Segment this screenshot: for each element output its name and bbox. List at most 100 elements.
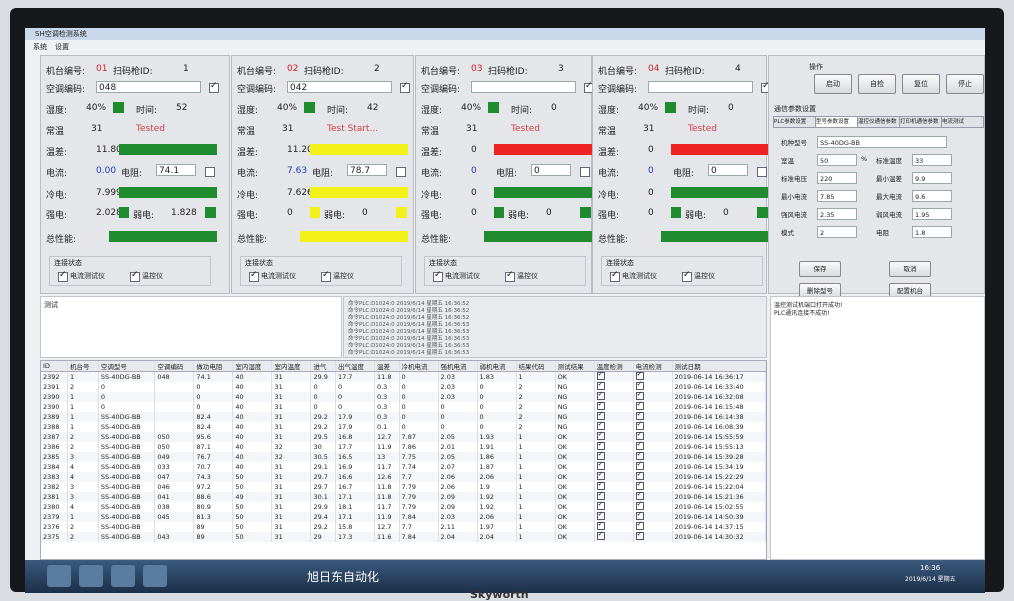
column-header[interactable]: 空调型号 <box>98 361 156 372</box>
field-input[interactable]: 9.6 <box>912 190 952 202</box>
table-row[interactable]: 2376 2 SS-40DG-BB 89 50 31 29.2 15.8 12.7 7.7 2.11… <box>41 520 766 532</box>
column-header[interactable]: 电流检测 <box>633 361 673 372</box>
column-header[interactable]: ID <box>41 361 68 372</box>
menu-item[interactable]: 系统 <box>33 43 47 51</box>
table-row[interactable]: 2384 4 SS-40DG-BB 033 70.7 40 31 29.1 16.9 11.7 7.… <box>41 460 766 472</box>
column-header[interactable]: 强机电流 <box>438 361 478 372</box>
checkbox[interactable] <box>580 167 590 177</box>
field-input[interactable]: 1.8 <box>912 226 952 238</box>
column-header[interactable]: 结果代码 <box>516 361 556 372</box>
checkbox[interactable] <box>433 270 443 282</box>
taskbar-icon[interactable] <box>111 565 135 587</box>
column-header[interactable]: 弱机电流 <box>477 361 517 372</box>
button[interactable]: 复位 <box>902 74 940 94</box>
table-row[interactable]: 2380 4 SS-40DG-BB 038 80.9 50 31 29.9 18.1 11.7 7.… <box>41 500 766 512</box>
table-cell: 0 <box>399 392 439 402</box>
button[interactable]: 取消 <box>889 261 931 277</box>
table-cell: 7.7 <box>399 472 439 482</box>
table-cell: 70.7 <box>193 462 234 472</box>
field-input[interactable]: 33 <box>912 154 952 166</box>
table-cell: 033 <box>154 462 195 472</box>
table-row[interactable]: 2375 2 SS-40DG-BB 043 89 50 31 29 17.3 11.6 7.84 2.… <box>41 530 766 542</box>
table-row[interactable]: 2388 1 SS-40DG-BB 82.4 40 31 29.2 17.9 0.1 0 0 0 2 NG… <box>41 420 766 432</box>
column-header[interactable]: 冷机电流 <box>399 361 439 372</box>
checkbox <box>635 490 644 500</box>
table-cell: 2.11 <box>438 522 478 532</box>
checkbox[interactable] <box>610 270 620 282</box>
table-cell: 30 <box>310 442 336 452</box>
field-input[interactable]: 50 <box>817 154 857 166</box>
table-row[interactable]: 2379 1 SS-40DG-BB 045 81.3 50 31 29.4 17.1 11.9 7.… <box>41 510 766 522</box>
column-header[interactable]: 做功电阻 <box>193 361 234 372</box>
table-cell: 046 <box>154 482 195 492</box>
table-row[interactable]: 2389 1 SS-40DG-BB 82.4 40 31 29.2 17.9 0.3 0 0 0 2 NG… <box>41 410 766 422</box>
table-cell: 89 <box>193 532 234 542</box>
field-input[interactable]: 220 <box>817 172 857 184</box>
button[interactable]: 保存 <box>799 261 841 277</box>
checkbox[interactable] <box>321 270 331 282</box>
field-input[interactable]: 1.95 <box>912 208 952 220</box>
taskbar-icon[interactable] <box>79 565 103 587</box>
button[interactable]: 停止 <box>946 74 984 94</box>
column-header[interactable]: 温度检测 <box>594 361 634 372</box>
field-input[interactable]: 9.9 <box>912 172 952 184</box>
table-cell: 2383 <box>41 472 68 482</box>
table-cell: 16.5 <box>335 452 375 462</box>
table-cell: 1 <box>516 492 556 502</box>
tab[interactable]: 电流测试 <box>941 116 984 128</box>
table-cell: SS-40DG-BB <box>98 452 156 462</box>
table-row[interactable]: 2381 3 SS-40DG-BB 041 88.6 49 31 30.1 17.1 11.8 7.… <box>41 490 766 502</box>
column-header[interactable]: 空调编码 <box>154 361 195 372</box>
checkbox[interactable] <box>682 270 692 282</box>
table-cell: 2019-06-14 15:34:19 <box>672 462 766 472</box>
checkbox[interactable] <box>130 270 140 282</box>
log-panel: 命令PLC:D1024:0 2019/6/14 星期五 16:36:52 命令PL… <box>343 296 767 358</box>
column-header[interactable]: 温差 <box>374 361 400 372</box>
table-cell: SS-40DG-BB <box>98 532 156 542</box>
table-row[interactable]: 2383 4 SS-40DG-BB 047 74.3 50 31 29.7 16.6 12.6 7.… <box>41 470 766 482</box>
field-input[interactable]: 2 <box>817 226 857 238</box>
table-row[interactable]: 2386 2 SS-40DG-BB 050 87.1 40 32 30 17.7 11.9 7.86… <box>41 440 766 452</box>
checkbox[interactable] <box>757 167 767 177</box>
field-input[interactable]: 7.85 <box>817 190 857 202</box>
table-cell: 0 <box>310 402 336 412</box>
tab[interactable]: 温控仪通信参数 <box>857 116 900 128</box>
checkbox[interactable] <box>249 270 259 282</box>
menu-item[interactable]: 设置 <box>55 43 69 51</box>
table-cell: 31 <box>271 371 312 382</box>
checkbox[interactable] <box>209 81 219 93</box>
column-header[interactable]: 出气温度 <box>335 361 375 372</box>
button[interactable]: 启动 <box>814 74 852 94</box>
table-row[interactable]: 2392 1 SS-40DG-BB 048 74.1 40 31 29.9 17.7 11.8 0 2… <box>41 370 766 382</box>
button[interactable]: 自检 <box>858 74 896 94</box>
tab[interactable]: PLC参数设置 <box>773 116 816 128</box>
field-input[interactable]: SS-40DG-BB <box>817 136 947 148</box>
checkbox <box>596 490 605 500</box>
tab[interactable]: 打印机通信参数 <box>899 116 942 128</box>
tab[interactable]: 型号参数设置 <box>815 116 858 128</box>
checkbox[interactable] <box>205 167 215 177</box>
taskbar-icon[interactable] <box>143 565 167 587</box>
current: 0 <box>471 166 477 176</box>
table-cell: 2019-06-14 16:36:17 <box>672 371 766 382</box>
checkbox[interactable] <box>505 270 515 282</box>
column-header[interactable]: 室内温度 <box>271 361 312 372</box>
checkbox[interactable] <box>396 167 406 177</box>
checkbox <box>635 470 644 480</box>
checkbox[interactable] <box>58 270 68 282</box>
field-input[interactable]: 2.35 <box>817 208 857 220</box>
column-header[interactable]: 进气 <box>310 361 336 372</box>
column-header[interactable]: 机台号 <box>67 361 99 372</box>
checkbox[interactable] <box>400 81 410 93</box>
taskbar-icon[interactable] <box>47 565 71 587</box>
status-line: PLC通讯连接不成功! <box>774 310 830 317</box>
table-row[interactable]: 2387 2 SS-40DG-BB 050 95.6 40 31 29.5 16.8 12.7 7.… <box>41 430 766 442</box>
column-header[interactable]: 室内湿度 <box>232 361 273 372</box>
table-row[interactable]: 2385 3 SS-40DG-BB 049 76.7 40 32 30.5 16.5 13 7.75… <box>41 450 766 462</box>
column-header[interactable]: 测试日期 <box>672 361 766 372</box>
table-row[interactable]: 2382 3 SS-40DG-BB 046 97.2 50 31 29.7 16.7 11.8 7.… <box>41 480 766 492</box>
column-header[interactable]: 测试结果 <box>555 361 595 372</box>
